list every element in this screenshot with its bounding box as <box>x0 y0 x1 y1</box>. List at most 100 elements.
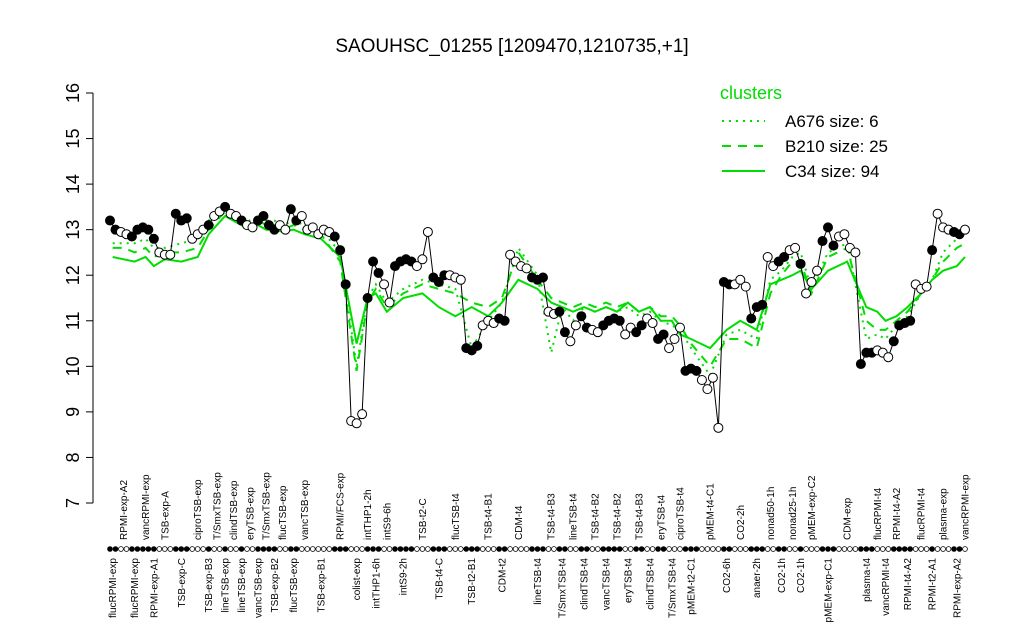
group-label: T/SmxTSB-exp <box>212 472 223 540</box>
sample-dot <box>342 546 349 552</box>
sample-dot <box>912 546 919 552</box>
group-label: lineTSB-exp <box>221 558 232 613</box>
expression-point <box>362 293 373 303</box>
sample-dot <box>172 546 179 552</box>
sample-dot <box>381 546 387 552</box>
y-tick-label: 14 <box>63 174 83 194</box>
sample-dot <box>386 546 393 552</box>
sample-dot <box>605 546 612 552</box>
sample-dot <box>644 546 650 552</box>
sample-dot <box>129 546 135 552</box>
expression-point <box>143 224 154 235</box>
expression-point <box>247 222 258 233</box>
group-label: intS9-6h <box>382 503 393 540</box>
sample-dot <box>726 546 733 552</box>
sample-dot <box>677 546 683 552</box>
expression-point <box>669 334 680 344</box>
expression-point <box>801 288 812 299</box>
sample-dot <box>918 546 924 552</box>
sample-dot <box>299 546 305 552</box>
expression-point <box>472 340 483 351</box>
sample-dot <box>277 546 283 552</box>
sample-dot <box>797 546 804 552</box>
sample-dot <box>359 546 365 552</box>
sample-dot <box>249 546 256 552</box>
group-label: pMEM-exp-C1 <box>823 558 834 623</box>
expression-point <box>713 422 724 433</box>
expression-point <box>433 277 444 288</box>
sample-dot <box>742 546 749 552</box>
group-label: flucRPMI-exp <box>108 558 119 618</box>
group-label: flucTSB-exp <box>289 558 300 613</box>
sample-dot <box>140 546 146 552</box>
expression-point <box>812 265 823 276</box>
sample-dot <box>167 546 174 552</box>
expression-point <box>379 279 390 290</box>
expression-point <box>559 327 570 338</box>
group-label: clindTSB-t4 <box>645 558 656 610</box>
sample-dot <box>945 546 952 552</box>
sample-dot <box>112 546 119 552</box>
group-label: clindTSB-exp <box>229 480 240 540</box>
expression-point <box>554 306 565 317</box>
sample-dot <box>288 546 294 552</box>
expression-point <box>790 242 801 253</box>
sample-dot <box>348 546 354 552</box>
expression-point <box>795 258 806 269</box>
expression-point <box>779 252 790 262</box>
sample-dot <box>403 546 409 552</box>
sample-dot <box>638 546 645 552</box>
expression-point <box>828 240 839 251</box>
sample-dot <box>869 546 875 552</box>
sample-dot <box>704 546 711 552</box>
group-label: RPMI-exp-A2 <box>952 558 963 618</box>
expression-point <box>499 315 510 326</box>
expression-point <box>329 231 340 242</box>
sample-dot <box>808 546 815 552</box>
expression-point <box>664 343 675 354</box>
group-label: TSB-t2-B1 <box>467 558 478 605</box>
sample-dot <box>436 546 442 552</box>
sample-dot <box>123 546 130 552</box>
sample-dot <box>600 546 607 552</box>
expression-point <box>258 211 269 221</box>
legend-label: C34 size: 94 <box>785 162 880 181</box>
sample-dot <box>216 546 223 552</box>
expression-point <box>740 281 751 292</box>
expression-point <box>455 274 466 285</box>
expression-point <box>335 245 346 256</box>
expression-point <box>905 315 916 326</box>
expression-point <box>565 336 576 347</box>
sample-dot <box>770 546 776 552</box>
sample-dot <box>879 546 886 552</box>
group-label: T/SmxTSB-exp <box>262 472 273 540</box>
y-tick-label: 13 <box>63 220 83 240</box>
expression-point <box>620 329 631 340</box>
sample-dot <box>463 546 470 552</box>
expression-point <box>384 297 395 308</box>
y-tick-label: 8 <box>63 452 83 462</box>
sample-dot <box>244 546 250 552</box>
y-tick-label: 10 <box>63 356 83 376</box>
sample-dot <box>616 546 623 552</box>
sample-dot <box>309 546 316 552</box>
sample-dot <box>282 546 289 552</box>
expression-point <box>280 224 291 235</box>
expression-point <box>357 409 368 420</box>
legend-label: B210 size: 25 <box>785 137 888 156</box>
group-label: TSB-t4-B3 <box>634 493 645 540</box>
expression-point <box>806 277 817 288</box>
sample-dot <box>162 546 168 552</box>
group-label: lineTSB-t4 <box>533 558 544 605</box>
sample-dot <box>556 546 563 552</box>
sample-dot <box>392 546 398 552</box>
expression-point <box>521 263 532 274</box>
sample-dot <box>940 546 946 552</box>
expression-point <box>647 318 658 329</box>
expression-point <box>340 279 351 290</box>
sample-dot <box>578 546 585 552</box>
sample-dot <box>523 546 530 552</box>
sample-dot <box>819 546 826 552</box>
sample-dot <box>425 546 431 552</box>
